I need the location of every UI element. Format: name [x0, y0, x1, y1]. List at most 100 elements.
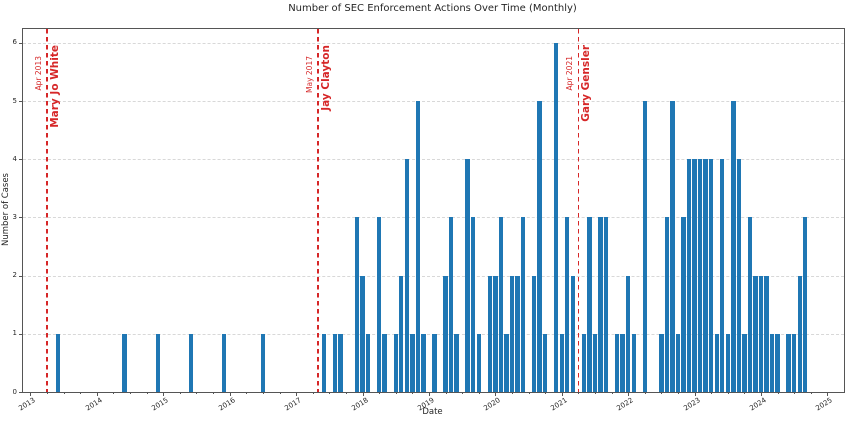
bar [221, 333, 227, 392]
chair-start-line [577, 29, 580, 392]
y-tick-label: 4 [12, 154, 17, 163]
y-tick-label: 0 [12, 387, 17, 396]
x-tick [694, 392, 696, 396]
y-tick-label: 5 [12, 96, 17, 105]
bar [703, 159, 708, 392]
bar [421, 333, 426, 392]
x-minor-tick [462, 392, 464, 394]
bar [155, 333, 160, 392]
bar [587, 217, 592, 392]
y-gridline [23, 159, 844, 161]
bar [592, 333, 598, 392]
bar [504, 333, 509, 392]
bar [708, 159, 714, 392]
x-minor-tick [130, 392, 132, 394]
x-minor-tick [478, 392, 480, 394]
bar [570, 275, 575, 392]
bar [365, 333, 371, 392]
x-minor-tick [794, 392, 796, 394]
x-minor-tick [594, 392, 596, 394]
chair-start-line [317, 29, 320, 392]
bar [670, 101, 675, 392]
y-gridline [23, 275, 844, 277]
chart-title: Number of SEC Enforcement Actions Over T… [288, 3, 577, 14]
x-minor-tick [113, 392, 115, 394]
bar [537, 101, 542, 392]
bar [448, 217, 454, 392]
bar [376, 217, 382, 392]
bar [775, 333, 780, 392]
bar [614, 333, 620, 392]
bar [736, 159, 742, 392]
bar [620, 333, 625, 392]
bar [769, 333, 775, 392]
chair-start-date-label: May 2017 [305, 56, 315, 93]
bar [410, 333, 415, 392]
x-tick [495, 392, 497, 396]
bar [786, 333, 791, 392]
bar [493, 275, 498, 392]
x-minor-tick [262, 392, 264, 394]
x-minor-tick [395, 392, 397, 394]
bar [753, 275, 758, 392]
x-minor-tick [528, 392, 530, 394]
bar [742, 333, 747, 392]
bar [321, 333, 326, 392]
bar [404, 159, 409, 392]
x-minor-tick [661, 392, 663, 394]
x-minor-tick [727, 392, 729, 394]
y-tick [19, 101, 23, 103]
y-tick-label: 6 [12, 38, 17, 47]
bar [791, 333, 797, 392]
y-axis-label: Number of Cases [1, 173, 12, 246]
x-axis-label: Date [422, 407, 443, 417]
x-tick [362, 392, 364, 396]
bar [471, 217, 476, 392]
bar [559, 333, 564, 392]
bar [758, 275, 764, 392]
bar [631, 333, 636, 392]
y-tick [19, 42, 23, 44]
x-minor-tick [63, 392, 65, 394]
x-minor-tick [47, 392, 49, 394]
bar [747, 217, 753, 392]
bar [338, 333, 343, 392]
bar [681, 217, 686, 392]
x-tick [561, 392, 563, 396]
x-minor-tick [80, 392, 82, 394]
x-minor-tick [545, 392, 547, 394]
bar [697, 159, 703, 392]
y-gridline [23, 101, 844, 103]
bar [803, 217, 808, 392]
y-tick-label: 3 [12, 212, 17, 221]
x-tick [428, 392, 430, 396]
bar [55, 333, 61, 392]
x-minor-tick [146, 392, 148, 394]
bar [598, 217, 603, 392]
chair-start-date-label: Apr 2021 [565, 56, 575, 91]
bar [399, 275, 404, 392]
y-tick-label: 2 [12, 271, 17, 280]
x-minor-tick [345, 392, 347, 394]
bar [675, 333, 681, 392]
bar [603, 217, 609, 392]
x-minor-tick [777, 392, 779, 394]
bar [531, 275, 537, 392]
bar [360, 275, 365, 392]
x-minor-tick [412, 392, 414, 394]
x-minor-tick [179, 392, 181, 394]
y-gridline [23, 42, 844, 44]
bar [332, 333, 338, 392]
x-tick [296, 392, 298, 396]
bar [188, 333, 194, 392]
bar [415, 101, 421, 392]
bar [515, 275, 520, 392]
y-tick [19, 392, 23, 393]
bar [454, 333, 459, 392]
plot-area: 0 1 2 3 4 5 6 2013 2014 2015 2016 2017 2018 2019 2020 2… [13, 28, 845, 412]
bar [393, 333, 398, 392]
x-minor-tick [511, 392, 513, 394]
bar [443, 275, 448, 392]
y-tick [19, 275, 23, 277]
y-tick [19, 333, 23, 335]
